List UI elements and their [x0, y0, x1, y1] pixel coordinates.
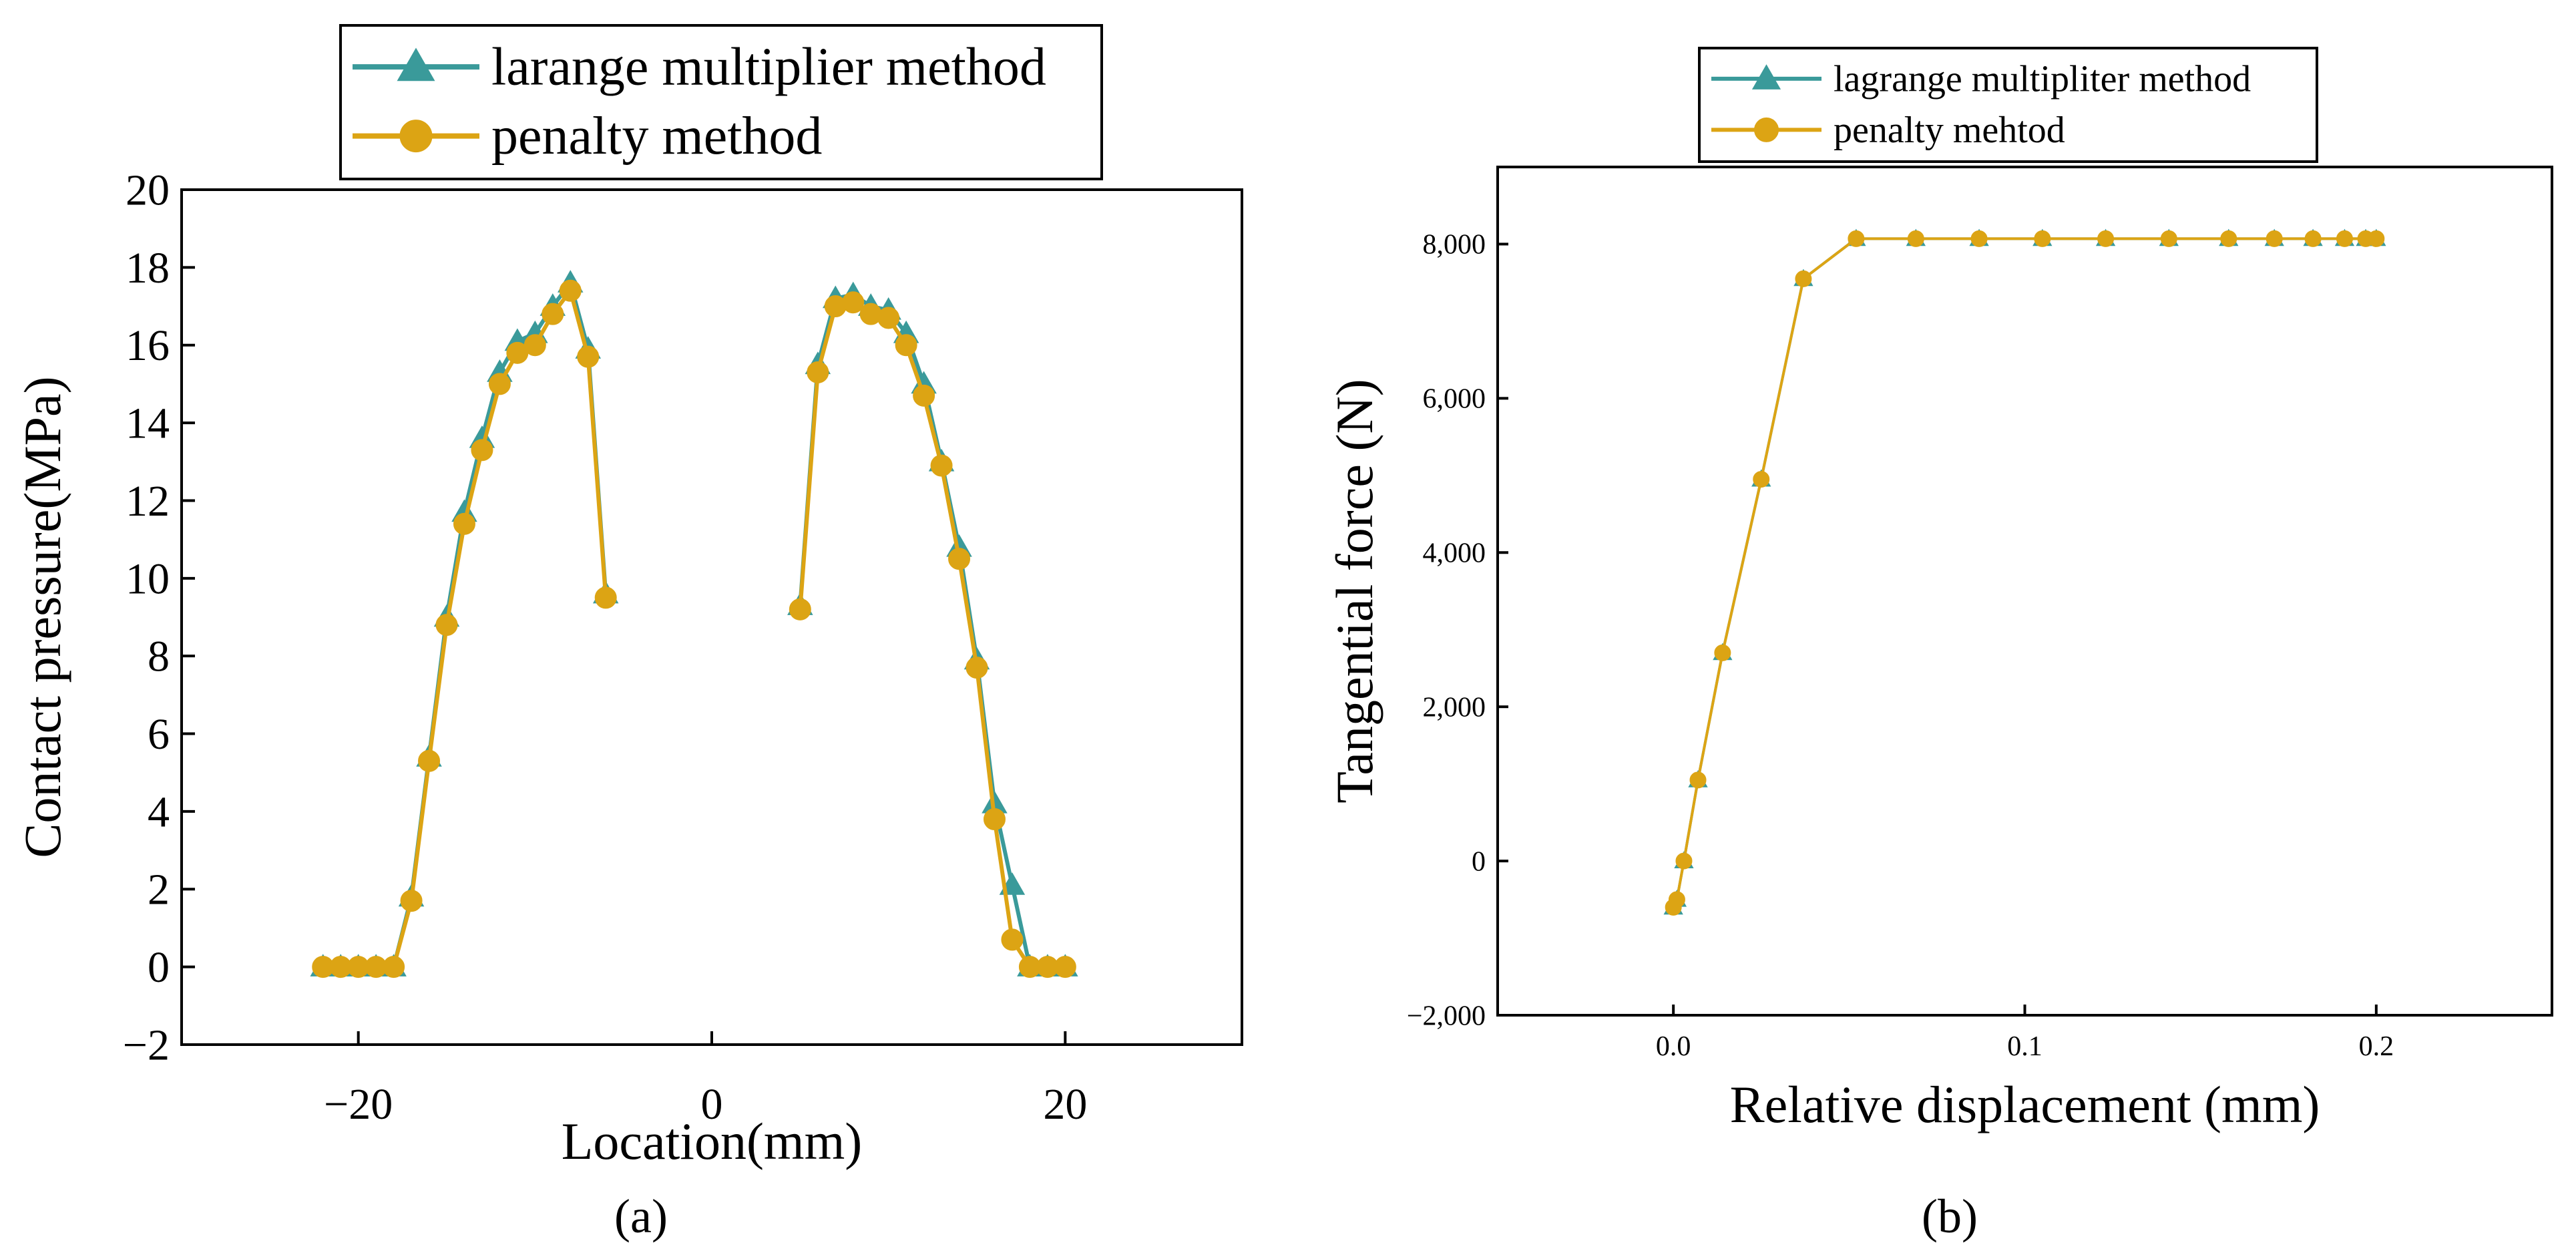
- chart-a-ytick-label: −2: [123, 1021, 170, 1069]
- chart-b-caption: (b): [1922, 1190, 1978, 1243]
- chart-a-xtick-label: −20: [324, 1080, 393, 1129]
- chart-b-series-0: [1663, 228, 2386, 915]
- chart-b-series-1-point: [2160, 230, 2177, 247]
- chart-a-series-1-point: [523, 334, 546, 357]
- chart-b-xtick-label: 0.2: [2359, 1031, 2394, 1062]
- chart-a-legend-label-1: penalty method: [491, 107, 822, 166]
- chart-a-ytick-label: 6: [148, 710, 170, 759]
- chart-a-ytick-label: 2: [148, 866, 170, 914]
- chart-a-series-1-point: [453, 512, 475, 535]
- chart-b-series-1-point: [1907, 230, 1924, 247]
- chart-a-series-1-point: [877, 307, 900, 329]
- chart-a-series-1-point: [577, 345, 600, 368]
- chart-a-ytick-label: 4: [148, 787, 170, 836]
- chart-b-xlabel: Relative displacement (mm): [1730, 1075, 2320, 1133]
- chart-b-series-1-point: [1675, 852, 1693, 870]
- chart-a-series-1: [312, 279, 1076, 978]
- chart-b-series-1-point: [1714, 644, 1731, 661]
- chart-a-series-1-point: [1001, 928, 1024, 951]
- chart-a-series-0: [310, 270, 1078, 976]
- chart-b-series-1-point: [1970, 230, 1988, 247]
- chart-b: (b) −2,000 0 2,000 4,000 6,000 8,000 0.0 0.1 0.2…: [1325, 47, 2553, 1243]
- chart-b-ytick-label: 4,000: [1423, 538, 1486, 569]
- chart-a-ytick-label: 14: [126, 399, 170, 448]
- chart-a-ytick-label: 18: [126, 244, 170, 293]
- chart-a-ytick-label: 20: [126, 166, 170, 214]
- chart-a-series-1-point: [471, 439, 493, 462]
- chart-b-series-1-point: [2034, 230, 2051, 247]
- chart-a-series-1-point: [913, 384, 935, 407]
- chart-a-legend-marker-0: [397, 47, 435, 81]
- chart-a-ytick-label: 16: [126, 321, 170, 370]
- chart-a-series-1-point: [559, 279, 582, 302]
- chart-a-xtick-label: 0: [701, 1080, 723, 1129]
- chart-b-axes-frame: [1496, 166, 2553, 1017]
- chart-a-caption: (a): [614, 1190, 668, 1243]
- chart-a-series-1-point: [807, 361, 829, 383]
- chart-a-series-1-line: [323, 289, 608, 969]
- chart-a-series-1-point: [594, 586, 617, 609]
- chart-a-series-1-point: [1054, 956, 1076, 978]
- chart-b-series-1-point: [1753, 471, 1770, 488]
- chart-a-axes-frame: [180, 188, 1243, 1046]
- chart-a-legend: larange multiplier method penalty method: [339, 24, 1103, 180]
- chart-b-xtick-label: 0.1: [2007, 1031, 2043, 1062]
- chart-b-series-1-line: [1672, 237, 2376, 908]
- chart-b-series-1-point: [2336, 230, 2353, 247]
- chart-b-series-1-point: [2304, 230, 2322, 247]
- chart-a-ylabel: Contact pressure(MPa): [13, 376, 71, 858]
- chart-a-legend-label-0: larange multiplier method: [491, 38, 1046, 97]
- chart-a-series-0-line: [323, 281, 608, 969]
- chart-a-series-1-point: [789, 598, 811, 620]
- chart-b-ytick-label: 6,000: [1423, 384, 1486, 415]
- chart-b-series-1-point: [2368, 230, 2385, 247]
- chart-b-series-1-point: [1795, 270, 1812, 287]
- chart-a-series-1-point: [400, 890, 423, 912]
- chart-b-ytick-label: 8,000: [1423, 230, 1486, 260]
- chart-b-xtick-label: 0.0: [1656, 1031, 1691, 1062]
- chart-a-ytick-label: 10: [126, 554, 170, 603]
- chart-b-ylabel: Tangential force (N): [1325, 379, 1383, 803]
- chart-a-xlabel: Location(mm): [562, 1112, 863, 1170]
- chart-a-ytick-label: 12: [126, 477, 170, 526]
- chart-a-series-1-point: [435, 614, 458, 637]
- chart-b-legend-label-0: lagrange multipliter method: [1834, 58, 2251, 100]
- chart-a-series-1-point: [983, 808, 1006, 831]
- chart-a-series-1-point: [965, 657, 988, 679]
- chart-b-legend: lagrange multipliter method penalty mehto…: [1698, 47, 2318, 163]
- chart-b-series-0-line: [1672, 237, 2376, 908]
- chart-a-series-1-point: [895, 334, 917, 357]
- chart-b-ytick-label: 2,000: [1423, 692, 1486, 723]
- chart-a-legend-box: [339, 24, 1103, 180]
- chart-b-legend-marker-1: [1754, 117, 1779, 142]
- chart-a-series-1-point: [948, 548, 971, 570]
- chart-b-legend-marker-0: [1751, 64, 1781, 90]
- chart-b-series-1-point: [1848, 230, 1865, 247]
- chart-b-series-1-point: [2266, 230, 2283, 247]
- chart-b-legend-label-1: penalty mehtod: [1834, 110, 2065, 151]
- chart-a-ytick-label: 0: [148, 943, 170, 992]
- chart-a-series-1-point: [488, 373, 511, 395]
- chart-a-series-1-point: [930, 454, 953, 477]
- chart-a-xtick-label: 20: [1043, 1080, 1087, 1129]
- chart-b-ytick-label: 0: [1472, 846, 1486, 877]
- chart-b-series-1-point: [1689, 771, 1707, 789]
- chart-b-series-1-point: [1668, 891, 1685, 908]
- chart-a-legend-marker-1: [399, 120, 433, 153]
- chart-a-series-1-point: [418, 749, 441, 772]
- chart-b-series-1-point: [2097, 230, 2115, 247]
- chart-b-ytick-label: −2,000: [1407, 1001, 1486, 1031]
- chart-a-series-1-point: [383, 956, 405, 978]
- chart-a-series-1-point: [842, 291, 865, 314]
- chart-a-series-1-point: [542, 303, 564, 325]
- chart-b-series-1-point: [2220, 230, 2237, 247]
- chart-b-series-1: [1665, 230, 2385, 916]
- chart-b-legend-box: [1698, 47, 2318, 163]
- chart-a-ytick-label: 8: [148, 633, 170, 681]
